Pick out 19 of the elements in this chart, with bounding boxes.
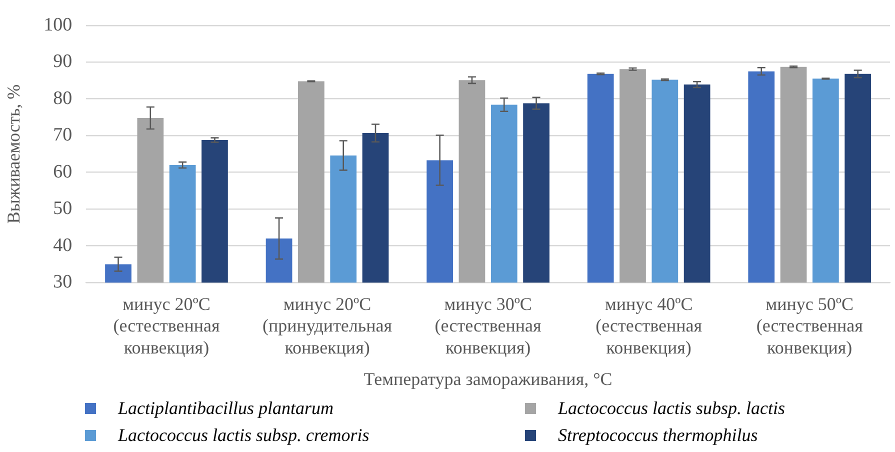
y-axis-title: Выживаемость, % [4,84,24,224]
x-tick-label: минус 30ºC (естественная конвекция) [434,294,542,358]
y-tick-label: 40 [53,234,72,256]
x-tick-label: минус 20ºC (принудительная конвекция) [262,294,392,358]
legend-label: Lactococcus lactis subsp. cremoris [118,425,370,446]
x-tick-label: минус 50ºC (естественная конвекция) [756,294,863,358]
y-tick-label: 80 [53,88,72,109]
y-tick-label: 30 [53,272,72,293]
legend-label: Streptococcus thermophilus [558,425,758,446]
y-tick-label: 100 [44,14,72,36]
x-tick-label: минус 40ºC (естественная конвекция) [596,294,702,358]
legend-label: Lactiplantibacillus plantarum [118,398,334,419]
x-tick-label: минус 20ºC (естественная конвекция) [113,294,220,358]
legend-label: Lactococcus lactis subsp. lactis [558,398,785,419]
x-axis-title: Температура замораживания, °C [364,368,612,389]
y-tick-label: 50 [53,198,72,220]
y-tick-label: 90 [53,51,72,72]
y-tick-label: 70 [53,124,72,146]
y-tick-label: 60 [53,161,72,182]
